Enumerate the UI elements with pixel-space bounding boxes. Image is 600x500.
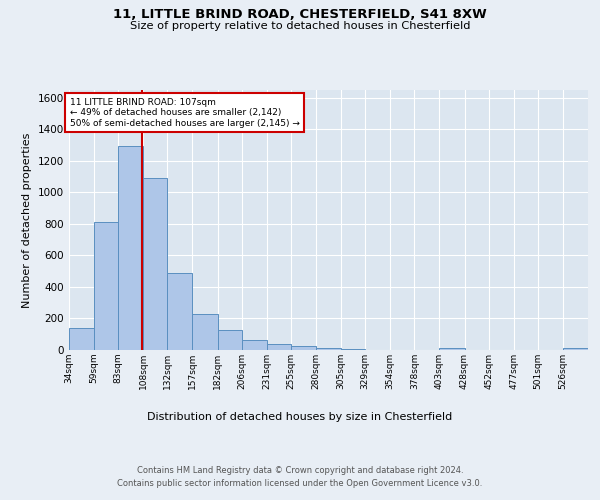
- Bar: [143, 178, 167, 350]
- Text: Distribution of detached houses by size in Chesterfield: Distribution of detached houses by size …: [148, 412, 452, 422]
- Bar: [69, 328, 94, 350]
- Bar: [94, 222, 118, 350]
- Bar: [118, 146, 143, 350]
- Text: Contains public sector information licensed under the Open Government Licence v3: Contains public sector information licen…: [118, 479, 482, 488]
- Y-axis label: Number of detached properties: Number of detached properties: [22, 132, 32, 308]
- Text: Contains HM Land Registry data © Crown copyright and database right 2024.: Contains HM Land Registry data © Crown c…: [137, 466, 463, 475]
- Text: 11 LITTLE BRIND ROAD: 107sqm
← 49% of detached houses are smaller (2,142)
50% of: 11 LITTLE BRIND ROAD: 107sqm ← 49% of de…: [70, 98, 300, 128]
- Bar: [267, 344, 291, 350]
- Bar: [242, 340, 267, 350]
- Bar: [193, 314, 218, 350]
- Text: 11, LITTLE BRIND ROAD, CHESTERFIELD, S41 8XW: 11, LITTLE BRIND ROAD, CHESTERFIELD, S41…: [113, 8, 487, 20]
- Bar: [167, 273, 193, 350]
- Text: Size of property relative to detached houses in Chesterfield: Size of property relative to detached ho…: [130, 21, 470, 31]
- Bar: [291, 346, 316, 350]
- Bar: [341, 349, 365, 350]
- Bar: [316, 348, 341, 350]
- Bar: [218, 330, 242, 350]
- Bar: [439, 348, 464, 350]
- Bar: [563, 348, 588, 350]
